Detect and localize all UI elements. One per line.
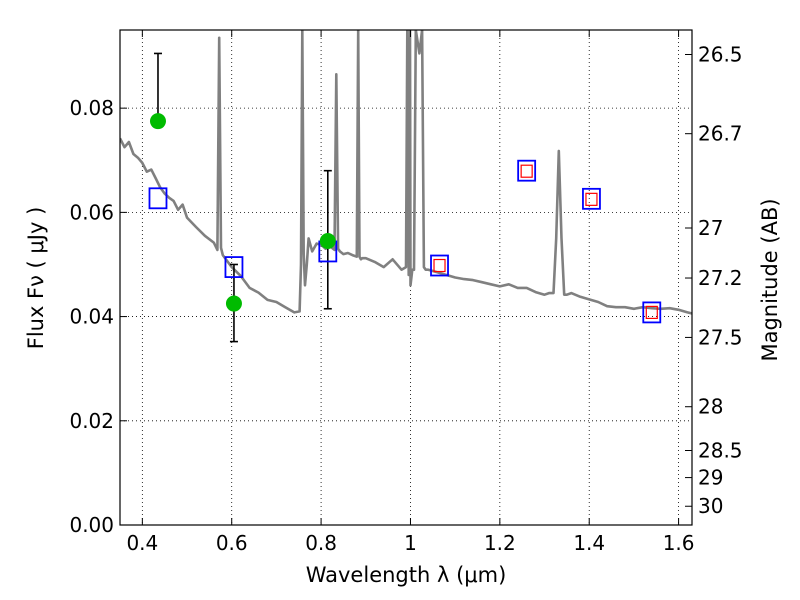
spectrum-line	[120, 30, 692, 315]
observed-flux-point	[319, 233, 336, 250]
model-photometry-point	[517, 159, 537, 182]
plot-frame	[119, 29, 693, 526]
observed-photometry-point	[645, 305, 658, 320]
y-tick-label: 0.08	[69, 96, 114, 120]
y-right-tick-label: 29	[698, 466, 723, 490]
x-tick-label: 1.2	[484, 531, 516, 555]
plot-area	[120, 30, 692, 315]
observed-photometry-point	[433, 258, 446, 273]
x-tick-label: 1	[404, 531, 417, 555]
y-tick-label: 0.06	[69, 200, 114, 224]
y-tick-label: 0.02	[69, 409, 114, 433]
x-tick-label: 1.4	[573, 531, 605, 555]
observed-photometry-point	[585, 192, 598, 206]
model-photometry-point	[430, 254, 449, 277]
y-right-tick-label: 30	[698, 494, 723, 518]
y-right-tick-label: 27.5	[698, 325, 743, 349]
model-photometry-point	[148, 187, 168, 210]
model-photometry-point	[642, 301, 662, 324]
y-axis-label: Flux Fν ( μJy )	[24, 207, 48, 350]
observed-flux-point	[149, 113, 166, 130]
error-bars	[148, 52, 662, 343]
y-right-tick-label: 26.5	[698, 42, 743, 66]
model-photometry-point	[224, 256, 244, 278]
x-axis-label: Wavelength λ (μm)	[306, 563, 507, 587]
y-tick-label: 0.00	[69, 513, 114, 537]
model-photometry-point	[582, 187, 601, 210]
y-right-tick-label: 26.7	[698, 122, 743, 146]
y-right-axis-label: Magnitude (AB)	[758, 198, 782, 361]
observed-flux-point	[225, 295, 242, 312]
x-tick-label: 0.6	[216, 531, 248, 555]
y-right-tick-label: 28.5	[698, 438, 743, 462]
y-right-tick-label: 28	[698, 395, 723, 419]
x-tick-label: 0.4	[126, 531, 158, 555]
axis-ticks: 0.4 0.6 0.8 1 1.2 1.4 1.6 0.00 0.02 0.04 0.06 0.08 2…	[69, 30, 743, 555]
y-tick-label: 0.04	[69, 305, 114, 329]
x-tick-label: 1.6	[663, 531, 695, 555]
observed-photometry-point	[520, 164, 533, 178]
x-tick-label: 0.8	[305, 531, 337, 555]
y-right-tick-label: 27.2	[698, 266, 743, 290]
y-right-tick-label: 27	[698, 216, 723, 240]
